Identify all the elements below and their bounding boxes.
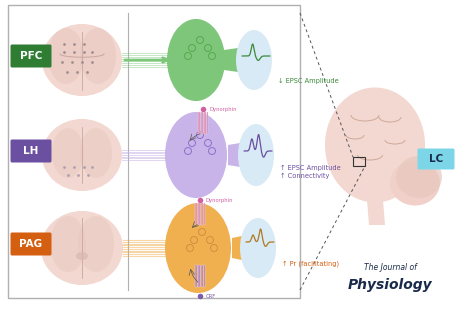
Ellipse shape xyxy=(41,211,123,285)
Bar xyxy=(198,203,199,225)
Bar xyxy=(201,203,202,225)
Polygon shape xyxy=(228,143,240,167)
FancyBboxPatch shape xyxy=(418,149,455,170)
FancyBboxPatch shape xyxy=(10,139,52,163)
Bar xyxy=(202,265,203,287)
Text: CRF: CRF xyxy=(206,294,216,298)
Bar xyxy=(202,112,203,134)
Text: LC: LC xyxy=(429,154,443,164)
Ellipse shape xyxy=(48,28,84,84)
Ellipse shape xyxy=(240,218,276,278)
FancyBboxPatch shape xyxy=(10,232,52,256)
Bar xyxy=(353,157,365,166)
Bar xyxy=(205,112,206,134)
Bar xyxy=(204,112,205,134)
Bar xyxy=(203,265,205,287)
Ellipse shape xyxy=(50,216,86,272)
Bar xyxy=(202,203,203,225)
Bar xyxy=(207,112,208,134)
Bar xyxy=(198,265,199,287)
Bar xyxy=(201,112,202,134)
Text: PAG: PAG xyxy=(19,239,43,249)
Ellipse shape xyxy=(42,119,122,191)
Ellipse shape xyxy=(80,128,112,178)
Bar xyxy=(195,203,196,225)
Bar xyxy=(201,265,202,287)
Ellipse shape xyxy=(390,160,440,205)
Text: Dynorphin: Dynorphin xyxy=(209,107,237,112)
Polygon shape xyxy=(232,236,242,260)
Ellipse shape xyxy=(165,203,231,293)
Ellipse shape xyxy=(167,19,225,101)
Bar xyxy=(198,112,199,134)
Ellipse shape xyxy=(325,87,425,202)
Text: Dynorphin: Dynorphin xyxy=(206,197,234,202)
Text: LH: LH xyxy=(23,146,39,156)
Bar xyxy=(196,265,198,287)
Text: PFC: PFC xyxy=(20,51,42,61)
Ellipse shape xyxy=(76,252,88,260)
Polygon shape xyxy=(224,48,238,72)
Text: ↑ EPSC Amplitude
↑ Connectivity: ↑ EPSC Amplitude ↑ Connectivity xyxy=(280,165,341,179)
Bar xyxy=(200,112,201,134)
Ellipse shape xyxy=(396,156,442,198)
Bar xyxy=(196,203,198,225)
Bar xyxy=(8,5,300,298)
Text: The Journal of: The Journal of xyxy=(364,264,416,273)
Bar xyxy=(199,203,201,225)
Ellipse shape xyxy=(238,124,274,186)
Bar xyxy=(195,265,196,287)
Bar xyxy=(203,203,205,225)
Text: ↓ EPSC Amplitude: ↓ EPSC Amplitude xyxy=(278,78,339,84)
Polygon shape xyxy=(367,200,385,225)
Ellipse shape xyxy=(78,216,114,272)
Text: ↑ Pr (facilitating): ↑ Pr (facilitating) xyxy=(282,260,339,267)
Ellipse shape xyxy=(42,24,122,96)
Text: Physiology: Physiology xyxy=(348,278,432,292)
FancyBboxPatch shape xyxy=(10,44,52,67)
Bar xyxy=(199,265,201,287)
Ellipse shape xyxy=(52,128,84,178)
Ellipse shape xyxy=(236,30,272,90)
Ellipse shape xyxy=(165,112,227,198)
Ellipse shape xyxy=(80,28,116,84)
